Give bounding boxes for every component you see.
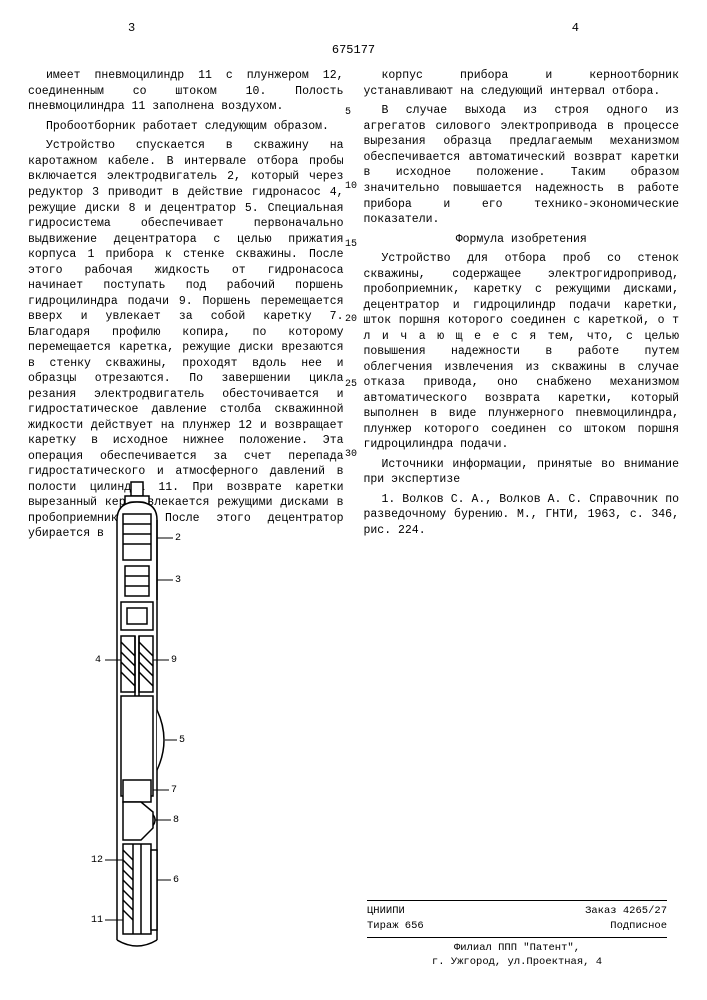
text-columns: имеет пневмоцилиндр 11 с плунжером 12, с… [28,68,679,545]
fig-label-3: 3 [175,574,181,588]
para-r3: Устройство для отбора проб со стенок скв… [364,251,680,453]
para-r2: В случае выхода из строя одного из агрег… [364,103,680,227]
footer-podpisnoe: Подписное [610,919,667,934]
line-num-10: 10 [345,182,357,192]
document-number: 675177 [28,42,679,58]
para-r1: корпус прибора и керноотборник устанавли… [364,68,680,99]
device-diagram-svg [75,480,210,950]
left-column: имеет пневмоцилиндр 11 с плунжером 12, с… [28,68,344,545]
fig-label-2: 2 [175,532,181,546]
footer-tirazh: Тираж 656 [367,919,424,934]
para-l1: имеет пневмоцилиндр 11 с плунжером 12, с… [28,68,344,115]
line-num-15: 15 [345,240,357,250]
fig-label-8: 8 [173,814,179,828]
fig-label-6: 6 [173,874,179,888]
fig-label-5: 5 [179,734,185,748]
footer-address: г. Ужгород, ул.Проектная, 4 [367,955,667,970]
fig-label-11: 11 [91,914,103,928]
line-num-30: 30 [345,450,357,460]
page-num-right: 4 [572,20,579,36]
right-column: корпус прибора и керноотборник устанавли… [364,68,680,545]
footer-org: ЦНИИПИ [367,904,405,919]
line-num-20: 20 [345,315,357,325]
footer-zakaz: Заказ 4265/27 [585,904,667,919]
imprint-footer: ЦНИИПИ Заказ 4265/27 Тираж 656 Подписное… [367,897,667,970]
formula-title: Формула изобретения [364,232,680,248]
line-num-5: 5 [345,108,351,118]
para-l2: Пробоотборник работает следующим образом… [28,119,344,135]
footer-filial: Филиал ППП "Патент", [367,941,667,956]
footer-rule-1 [367,900,667,901]
fig-label-9: 9 [171,654,177,668]
line-num-25: 25 [345,380,357,390]
fig-label-4: 4 [95,654,101,668]
footer-rule-2 [367,937,667,938]
page-header: 3 4 [28,20,679,36]
fig-label-7: 7 [171,784,177,798]
technical-figure: 2 3 4 9 5 7 8 12 6 11 [75,480,210,950]
para-r5: 1. Волков С. А., Волков А. С. Справочник… [364,492,680,539]
page-num-left: 3 [128,20,135,36]
para-r4: Источники информации, принятые во вниман… [364,457,680,488]
fig-label-12: 12 [91,854,103,868]
